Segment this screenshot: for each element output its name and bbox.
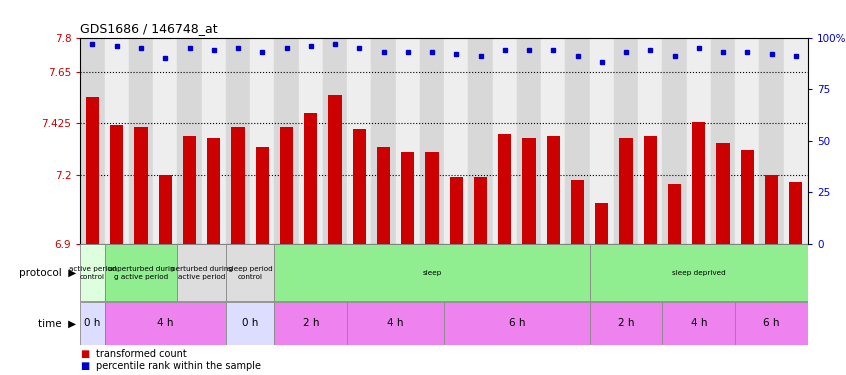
Text: 2 h: 2 h xyxy=(303,318,319,328)
Bar xyxy=(274,244,590,301)
Bar xyxy=(783,38,808,244)
Bar xyxy=(474,177,487,244)
Bar xyxy=(735,302,808,345)
Bar xyxy=(662,302,735,345)
Bar xyxy=(201,38,226,244)
Text: sleep period
control: sleep period control xyxy=(228,266,272,280)
Text: 4 h: 4 h xyxy=(157,318,173,328)
Bar xyxy=(614,38,638,244)
Bar xyxy=(207,138,221,244)
Bar xyxy=(274,38,299,244)
Text: sleep deprived: sleep deprived xyxy=(672,270,726,276)
Bar xyxy=(565,38,590,244)
Text: perturbed during
active period: perturbed during active period xyxy=(171,266,233,280)
Bar xyxy=(328,95,342,244)
Bar xyxy=(717,143,730,244)
Bar xyxy=(595,202,608,244)
Bar xyxy=(105,38,129,244)
Bar xyxy=(226,244,274,301)
Bar xyxy=(735,38,760,244)
Text: percentile rank within the sample: percentile rank within the sample xyxy=(96,361,261,371)
Bar xyxy=(231,127,244,244)
Text: 0 h: 0 h xyxy=(242,318,258,328)
Text: ■: ■ xyxy=(80,349,90,359)
Bar xyxy=(469,38,492,244)
Text: time  ▶: time ▶ xyxy=(38,318,76,328)
Bar xyxy=(376,147,390,244)
Bar xyxy=(517,38,541,244)
Bar xyxy=(110,124,124,244)
Bar xyxy=(492,38,517,244)
Bar xyxy=(226,38,250,244)
Bar xyxy=(226,302,274,345)
Text: ■: ■ xyxy=(80,361,90,371)
Bar xyxy=(711,38,735,244)
Bar xyxy=(590,302,662,345)
Bar xyxy=(80,38,105,244)
Bar xyxy=(444,302,590,345)
Bar xyxy=(85,97,99,244)
Bar xyxy=(667,184,681,244)
Text: sleep: sleep xyxy=(422,270,442,276)
Bar xyxy=(571,180,585,244)
Text: 6 h: 6 h xyxy=(763,318,780,328)
Bar xyxy=(129,38,153,244)
Text: 6 h: 6 h xyxy=(508,318,525,328)
Bar xyxy=(178,244,226,301)
Bar xyxy=(353,129,366,244)
Text: 0 h: 0 h xyxy=(85,318,101,328)
Bar xyxy=(638,38,662,244)
Bar xyxy=(401,152,415,244)
Bar xyxy=(547,136,560,244)
Bar xyxy=(789,182,803,244)
Bar xyxy=(619,138,633,244)
Bar xyxy=(135,127,148,244)
Bar xyxy=(692,122,706,244)
Bar xyxy=(444,38,469,244)
Bar xyxy=(541,38,565,244)
Bar xyxy=(323,38,347,244)
Bar xyxy=(80,302,105,345)
Bar xyxy=(299,38,323,244)
Bar xyxy=(153,38,178,244)
Text: transformed count: transformed count xyxy=(96,349,186,359)
Bar xyxy=(105,244,178,301)
Text: unperturbed durin
g active period: unperturbed durin g active period xyxy=(107,266,174,280)
Text: 2 h: 2 h xyxy=(618,318,634,328)
Bar xyxy=(765,175,778,244)
Bar xyxy=(760,38,783,244)
Bar xyxy=(280,127,294,244)
Bar xyxy=(449,177,463,244)
Text: 4 h: 4 h xyxy=(387,318,404,328)
Bar xyxy=(740,150,754,244)
Text: GDS1686 / 146748_at: GDS1686 / 146748_at xyxy=(80,22,218,35)
Bar xyxy=(183,136,196,244)
Bar xyxy=(687,38,711,244)
Text: protocol  ▶: protocol ▶ xyxy=(19,268,76,278)
Bar xyxy=(347,38,371,244)
Bar xyxy=(105,302,226,345)
Bar xyxy=(396,38,420,244)
Bar xyxy=(590,244,808,301)
Bar xyxy=(347,302,444,345)
Bar xyxy=(644,136,657,244)
Bar xyxy=(420,38,444,244)
Bar xyxy=(158,175,172,244)
Bar xyxy=(662,38,687,244)
Bar xyxy=(178,38,201,244)
Bar xyxy=(255,147,269,244)
Bar xyxy=(80,244,105,301)
Bar xyxy=(426,152,439,244)
Bar xyxy=(522,138,536,244)
Bar xyxy=(250,38,274,244)
Bar xyxy=(274,302,347,345)
Text: active period
control: active period control xyxy=(69,266,116,280)
Bar xyxy=(590,38,614,244)
Bar xyxy=(371,38,396,244)
Text: 4 h: 4 h xyxy=(690,318,707,328)
Bar xyxy=(498,134,512,244)
Bar xyxy=(304,113,317,244)
